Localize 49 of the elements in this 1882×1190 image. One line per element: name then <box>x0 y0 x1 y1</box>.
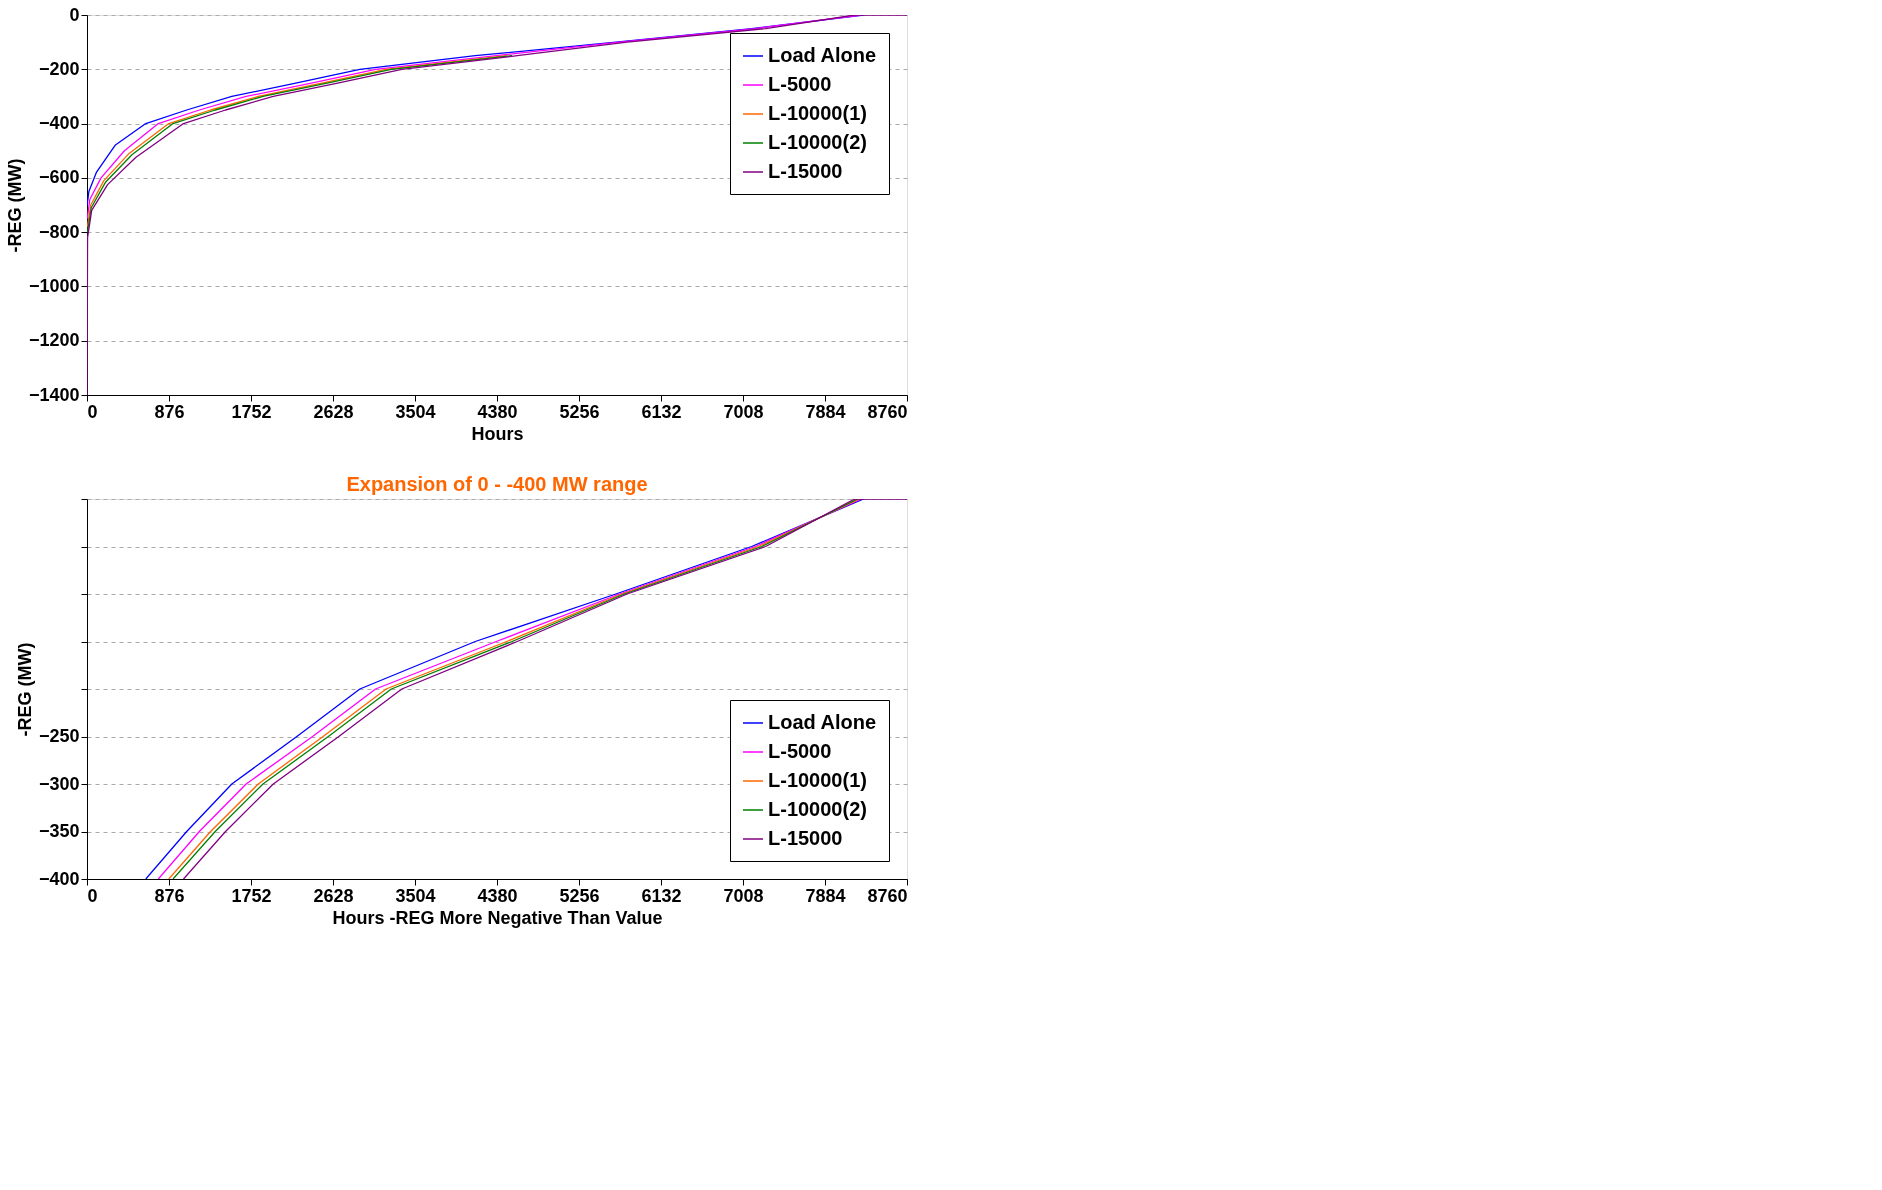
y-tick-label: −300 <box>38 773 80 794</box>
x-tick-label: 7008 <box>723 401 764 422</box>
x-tick-label: 0 <box>87 401 98 422</box>
legend-label: L-10000(2) <box>768 131 867 153</box>
legend-label: L-10000(1) <box>768 102 867 124</box>
x-tick-label: 7884 <box>805 401 846 422</box>
x-tick-label: 2628 <box>313 401 354 422</box>
x-tick-label: 0 <box>87 885 98 906</box>
x-tick-label: 2628 <box>313 885 354 906</box>
x-tick-label: 7884 <box>805 885 846 906</box>
legend-label: L-5000 <box>768 73 832 95</box>
x-tick-label: 3504 <box>395 401 436 422</box>
y-tick-label: 0 <box>69 4 80 25</box>
y-axis-title: -REG (MW) <box>14 642 35 737</box>
legend-label: L-10000(2) <box>768 798 867 820</box>
legend-label: L-10000(1) <box>768 769 867 791</box>
x-tick-label: 7008 <box>723 885 764 906</box>
x-axis-title: Hours <box>471 423 524 444</box>
legend-label: L-5000 <box>768 740 832 762</box>
x-tick-label: 6132 <box>641 401 682 422</box>
x-tick-label: 5256 <box>559 885 600 906</box>
chart-title: Expansion of 0 - -400 MW range <box>346 472 648 495</box>
y-tick-label: −1200 <box>28 330 80 351</box>
x-tick-label: 8760 <box>867 885 908 906</box>
x-tick-label: 6132 <box>641 885 682 906</box>
legend-label: L-15000 <box>768 160 843 182</box>
x-tick-label: 876 <box>154 885 185 906</box>
x-tick-label: 5256 <box>559 401 600 422</box>
x-tick-label: 8760 <box>867 401 908 422</box>
x-tick-label: 3504 <box>395 885 436 906</box>
x-tick-label: 876 <box>154 401 185 422</box>
legend-label: L-15000 <box>768 827 843 849</box>
y-tick-label: −1400 <box>28 384 80 405</box>
y-tick-label: −800 <box>38 221 80 242</box>
y-tick-label: −1000 <box>28 275 80 296</box>
y-tick-label: −600 <box>38 167 80 188</box>
y-tick-label: −350 <box>38 821 80 841</box>
y-tick-label: −400 <box>38 868 80 889</box>
legend-label: Load Alone <box>768 711 877 733</box>
y-tick-label: −400 <box>38 113 80 134</box>
x-tick-label: 4380 <box>477 401 518 422</box>
y-tick-label: −250 <box>38 726 80 746</box>
x-axis-title: Hours -REG More Negative Than Value <box>332 907 663 928</box>
y-tick-label: −200 <box>38 58 80 79</box>
legend-label: Load Alone <box>768 44 877 66</box>
x-tick-label: 1752 <box>231 885 272 906</box>
x-tick-label: 4380 <box>477 885 518 906</box>
y-axis-title: -REG (MW) <box>4 158 25 253</box>
x-tick-label: 1752 <box>231 401 272 422</box>
